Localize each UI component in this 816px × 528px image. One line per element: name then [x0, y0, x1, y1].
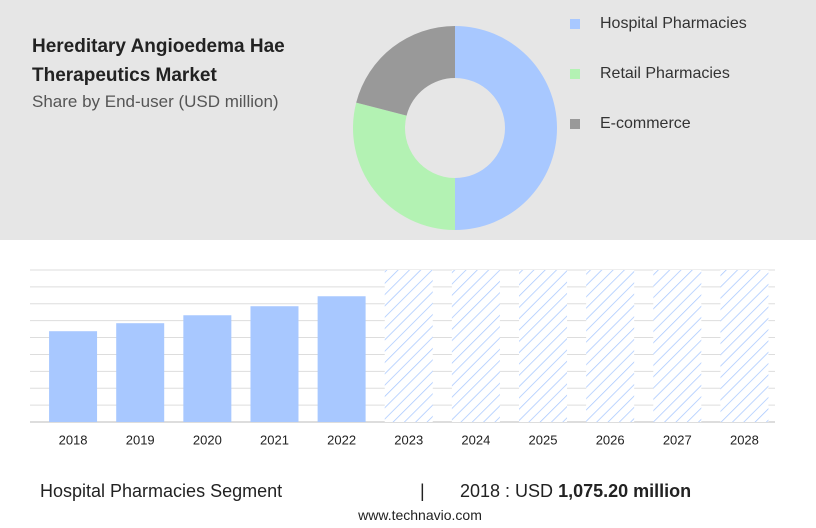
- chart-subtitle: Share by End-user (USD million): [32, 92, 279, 111]
- footer-separator: |: [420, 481, 425, 501]
- x-tick-label: 2028: [730, 432, 759, 447]
- bar: [183, 315, 232, 422]
- x-tick-label: 2019: [126, 432, 155, 447]
- footer-highlight: 2018 : USD 1,075.20 million: [460, 481, 691, 502]
- x-tick-label: 2027: [663, 432, 692, 447]
- x-tick-label: 2024: [461, 432, 490, 447]
- legend-swatch: [570, 119, 580, 129]
- x-tick-label: 2026: [596, 432, 625, 447]
- x-tick-label: 2020: [193, 432, 222, 447]
- forecast-bar: [653, 270, 702, 422]
- pie-slice: [356, 26, 455, 116]
- x-tick-label: 2021: [260, 432, 289, 447]
- footer-segment: Hospital Pharmacies Segment: [40, 481, 283, 501]
- legend-swatch: [570, 69, 580, 79]
- legend-swatch: [570, 19, 580, 29]
- legend-label: Hospital Pharmacies: [600, 15, 747, 32]
- bar: [116, 323, 165, 422]
- footer-value: 1,075.20 million: [558, 481, 692, 501]
- x-tick-label: 2025: [529, 432, 558, 447]
- forecast-bar: [586, 270, 635, 422]
- forecast-bar: [451, 270, 500, 422]
- bar: [250, 306, 299, 422]
- legend-label: Retail Pharmacies: [600, 65, 730, 82]
- forecast-bar: [384, 270, 433, 422]
- pie-slice: [455, 26, 557, 230]
- footer-year: 2018 : USD: [460, 481, 554, 501]
- pie-slice: [353, 102, 455, 230]
- bar: [317, 296, 366, 422]
- forecast-bar: [519, 270, 568, 422]
- chart-title: Hereditary Angioedema Hae Therapeutics M…: [32, 36, 285, 86]
- x-tick-label: 2018: [59, 432, 88, 447]
- x-tick-label: 2023: [394, 432, 423, 447]
- website: www.technavio.com: [358, 507, 482, 523]
- legend-label: E-commerce: [600, 115, 691, 132]
- forecast-bar: [720, 270, 769, 422]
- bar: [49, 331, 98, 422]
- x-tick-label: 2022: [327, 432, 356, 447]
